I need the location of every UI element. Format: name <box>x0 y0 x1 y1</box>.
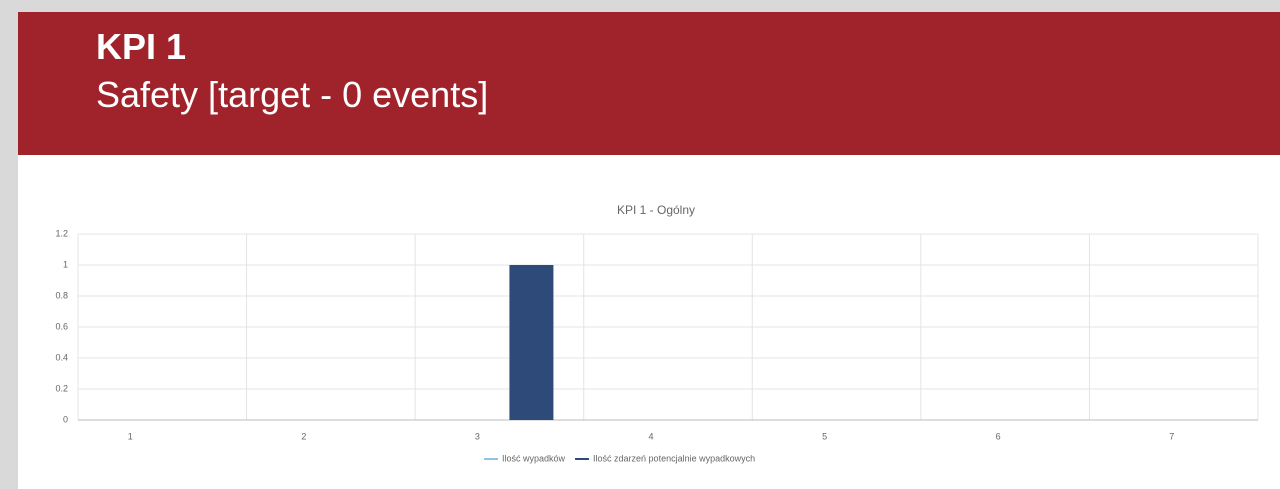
header-subtitle: Safety [target - 0 events] <box>96 74 489 115</box>
x-tick-label: 3 <box>475 431 480 441</box>
y-tick-label: 0.8 <box>55 290 68 300</box>
chart-title: KPI 1 - Ogólny <box>617 203 695 217</box>
legend-label: Ilość wypadków <box>502 453 566 463</box>
legend-label: Ilość zdarzeń potencjalnie wypadkowych <box>593 453 755 463</box>
x-tick-label: 1 <box>128 431 133 441</box>
bar <box>509 265 554 420</box>
x-tick-label: 5 <box>822 431 827 441</box>
y-tick-label: 0 <box>63 414 68 424</box>
y-tick-label: 0.4 <box>55 352 68 362</box>
x-tick-label: 7 <box>1169 431 1174 441</box>
x-tick-label: 6 <box>996 431 1001 441</box>
y-tick-label: 0.2 <box>55 383 68 393</box>
y-tick-label: 0.6 <box>55 321 68 331</box>
header-title: KPI 1 <box>96 26 187 67</box>
x-tick-label: 4 <box>648 431 653 441</box>
y-tick-label: 1.2 <box>55 228 68 238</box>
card: KPI 1 Safety [target - 0 events] <box>18 12 1280 489</box>
header: KPI 1 Safety [target - 0 events] <box>18 12 1280 155</box>
x-tick-label: 2 <box>301 431 306 441</box>
y-tick-label: 1 <box>63 259 68 269</box>
